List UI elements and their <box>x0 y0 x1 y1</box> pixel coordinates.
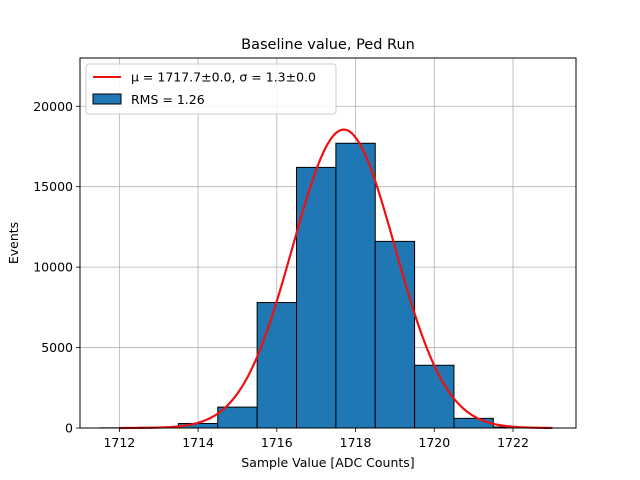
legend-box <box>85 63 337 115</box>
legend-hist-swatch <box>92 93 122 105</box>
histogram-bar <box>414 364 455 429</box>
x-tick-label: 1718 <box>340 435 372 450</box>
legend-fit-label: μ = 1717.7±0.0, σ = 1.3±0.0 <box>131 70 316 85</box>
fit-curve <box>119 128 553 430</box>
histogram-bar <box>374 240 416 429</box>
legend: μ = 1717.7±0.0, σ = 1.3±0.0 RMS = 1.26 <box>85 63 337 115</box>
x-tick-label: 1714 <box>182 435 214 450</box>
y-axis-ticks: 0 5000 10000 15000 20000 <box>33 99 80 436</box>
legend-hist-label: RMS = 1.26 <box>131 92 205 107</box>
histogram-bar <box>256 302 298 429</box>
x-tick-label: 1712 <box>103 435 135 450</box>
y-tick-label: 20000 <box>33 99 73 114</box>
y-tick-label: 15000 <box>33 179 73 194</box>
plot-frame <box>79 57 577 429</box>
x-axis-ticks: 1712 1714 1716 1718 1720 1722 <box>103 428 529 450</box>
x-tick-label: 1716 <box>261 435 293 450</box>
y-tick-label: 0 <box>65 421 73 436</box>
chart-title: Baseline value, Ped Run <box>241 37 415 53</box>
y-tick-label: 5000 <box>41 340 73 355</box>
x-tick-label: 1720 <box>418 435 450 450</box>
y-tick-label: 10000 <box>33 260 73 275</box>
x-tick-label: 1722 <box>497 435 529 450</box>
histogram-bar <box>296 166 337 429</box>
y-axis-label: Events <box>6 222 21 264</box>
histogram-bar <box>335 142 376 429</box>
gaussian-fit <box>119 128 553 430</box>
x-axis-label: Sample Value [ADC Counts] <box>241 455 414 470</box>
